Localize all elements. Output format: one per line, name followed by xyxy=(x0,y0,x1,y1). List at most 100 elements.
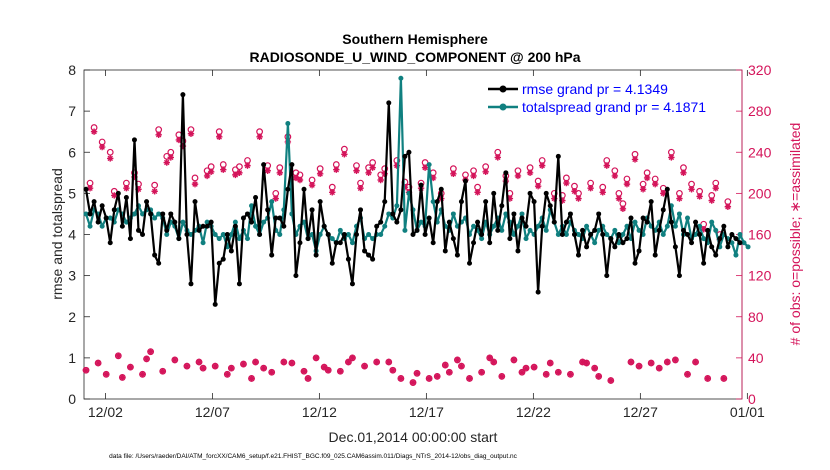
x-tick-label: 12/02 xyxy=(88,404,123,420)
right-tick-label: 200 xyxy=(748,185,772,201)
obs-assimilated-point xyxy=(111,192,118,199)
rmse-point xyxy=(317,199,323,205)
obs-assimilated-point xyxy=(98,143,106,151)
rmse-point xyxy=(656,227,662,233)
rmse-point xyxy=(269,252,275,258)
obs-assimilated-point xyxy=(680,169,687,177)
rmse-point xyxy=(483,199,489,205)
obs-assimilated-point xyxy=(300,368,308,375)
obs-assimilated-point xyxy=(599,189,606,196)
obs-assimilated-point xyxy=(292,174,300,182)
x-tick-label: 01/01 xyxy=(730,404,765,420)
obs-assimilated-point xyxy=(506,195,514,202)
obs-assimilated-point xyxy=(171,356,179,364)
obs-assimilated-point xyxy=(236,169,243,177)
totalspread-point xyxy=(471,223,477,229)
right-axis-label: # of obs: o=possible; ∗=assimilated xyxy=(787,123,803,346)
legend: rmse grand pr = 4.1349 totalspread grand… xyxy=(488,81,706,115)
rmse-point xyxy=(531,199,537,205)
obs-assimilated-point xyxy=(470,172,477,180)
obs-assimilated-point xyxy=(688,186,695,193)
obs-assimilated-point xyxy=(595,373,602,380)
rmse-point xyxy=(503,170,509,176)
obs-assimilated-point xyxy=(389,367,397,374)
obs-assimilated-point xyxy=(345,358,352,366)
totalspread-point xyxy=(620,232,626,237)
legend-totalspread-marker xyxy=(499,103,507,111)
rmse-point xyxy=(321,223,327,229)
obs-assimilated-point xyxy=(696,193,703,200)
obs-assimilated-series xyxy=(82,128,732,386)
obs-assimilated-point xyxy=(559,197,566,204)
obs-assimilated-point xyxy=(676,195,683,202)
x-tick-label: 12/22 xyxy=(516,404,551,420)
rmse-point xyxy=(309,207,315,213)
rmse-point xyxy=(729,232,735,237)
rmse-point xyxy=(709,244,715,250)
totalspread-point xyxy=(204,219,210,225)
rmse-point xyxy=(640,215,646,221)
obs-assimilated-point xyxy=(712,185,719,192)
rmse-point xyxy=(402,153,408,159)
right-tick-label: 80 xyxy=(748,309,764,325)
totalspread-point xyxy=(612,227,618,233)
obs-assimilated-point xyxy=(579,358,586,366)
totalspread-point xyxy=(378,232,384,237)
rmse-point xyxy=(281,223,287,229)
totalspread-point xyxy=(83,211,89,217)
totalspread-point xyxy=(337,227,343,233)
totalspread-point xyxy=(249,203,255,209)
totalspread-point xyxy=(180,219,186,225)
totalspread-point xyxy=(523,236,529,242)
totalspread-point xyxy=(555,232,561,237)
obs-assimilated-point xyxy=(446,369,453,376)
rmse-point xyxy=(119,223,125,229)
totalspread-point xyxy=(277,232,283,237)
totalspread-point xyxy=(349,240,355,246)
rmse-point xyxy=(366,252,372,258)
rmse-point xyxy=(458,199,464,205)
right-tick-label: 160 xyxy=(748,227,772,243)
rmse-point xyxy=(297,240,303,246)
obs-assimilated-point xyxy=(647,359,655,367)
obs-assimilated-point xyxy=(127,363,134,371)
obs-assimilated-point xyxy=(304,375,312,382)
totalspread-point xyxy=(450,211,456,217)
obs-assimilated-point xyxy=(143,355,150,363)
obs-assimilated-point xyxy=(268,369,275,376)
rmse-point xyxy=(616,232,622,237)
obs-assimilated-point xyxy=(478,369,485,376)
y-tick-label: 1 xyxy=(68,350,76,366)
obs-assimilated-point xyxy=(474,189,481,196)
totalspread-point xyxy=(535,223,541,229)
obs-assimilated-point xyxy=(615,195,623,202)
obs-assimilated-point xyxy=(652,180,659,188)
rmse-point xyxy=(349,281,355,287)
rmse-point xyxy=(111,207,117,213)
rmse-point xyxy=(680,227,686,233)
totalspread-point xyxy=(228,232,234,237)
rmse-point xyxy=(571,232,577,237)
rmse-point xyxy=(313,252,319,258)
rmse-point xyxy=(164,227,170,233)
rmse-point xyxy=(358,207,364,213)
legend-rmse-label: rmse grand pr = 4.1349 xyxy=(522,81,668,97)
totalspread-point xyxy=(402,227,408,233)
totalspread-point xyxy=(418,219,424,225)
obs-assimilated-point xyxy=(155,131,162,138)
obs-assimilated-point xyxy=(357,185,364,192)
rmse-point xyxy=(135,227,141,233)
obs-assimilated-point xyxy=(668,154,675,161)
rmse-point xyxy=(115,190,121,196)
rmse-point xyxy=(224,232,230,237)
totalspread-point xyxy=(244,236,250,242)
x-axis-label: Dec.01,2014 00:00:00 start xyxy=(329,429,498,445)
totalspread-point xyxy=(200,240,206,246)
rmse-point xyxy=(632,260,638,266)
obs-assimilated-point xyxy=(393,162,401,169)
obs-assimilated-point xyxy=(329,189,336,196)
totalspread-point xyxy=(713,227,719,233)
totalspread-point xyxy=(87,223,93,229)
rmse-point xyxy=(390,211,396,217)
obs-assimilated-point xyxy=(115,352,122,360)
